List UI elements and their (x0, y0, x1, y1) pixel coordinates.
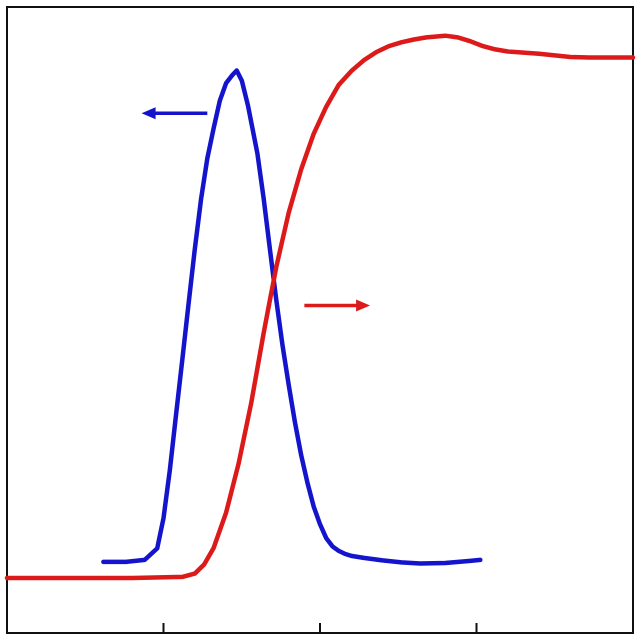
series-line-right (4, 33, 636, 581)
annotation-layer (141, 107, 371, 312)
series-layer (4, 33, 636, 581)
axis-arrow-right (304, 299, 371, 312)
axis-arrow-left (141, 107, 208, 120)
series-line-left (101, 68, 483, 566)
x-ticks (162, 623, 478, 633)
